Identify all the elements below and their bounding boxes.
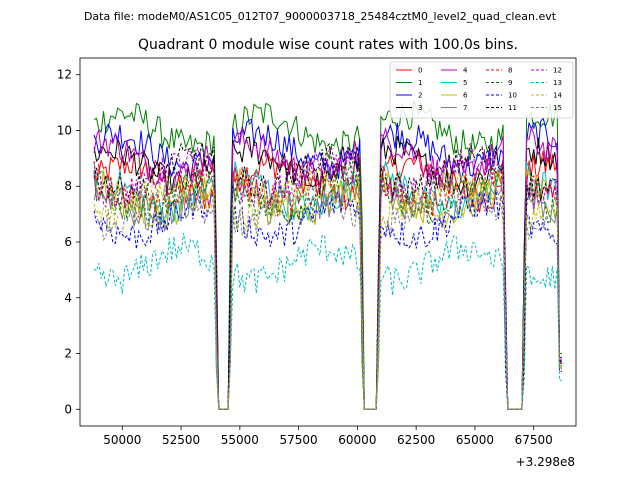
series-line-15 (93, 176, 562, 410)
legend-label-9: 9 (508, 79, 512, 87)
legend-box (389, 61, 574, 119)
x-tick-label: 50000 (103, 433, 141, 447)
legend-label-1: 1 (418, 79, 422, 87)
legend-label-2: 2 (418, 92, 422, 100)
x-axis: 50000 52500 55000 57500 60000 62500 65000 67500 (103, 426, 553, 447)
y-tick-label: 4 (64, 291, 72, 305)
series-line-13 (93, 233, 562, 410)
y-tick-label: 12 (57, 68, 72, 82)
legend-label-4: 4 (463, 67, 468, 75)
legend-label-5: 5 (463, 79, 467, 87)
legend-label-13: 13 (553, 79, 562, 87)
chart-title: Quadrant 0 module wise count rates with … (138, 37, 518, 53)
legend-label-3: 3 (418, 104, 422, 112)
x-tick-label: 57500 (280, 433, 318, 447)
x-offset-label: +3.298e8 (516, 455, 575, 469)
x-tick-label: 67500 (515, 433, 553, 447)
y-axis: 0 2 4 6 8 10 12 (57, 68, 80, 416)
series-line-12 (93, 146, 562, 410)
x-tick-label: 55000 (221, 433, 259, 447)
legend-label-6: 6 (463, 92, 468, 100)
legend-label-0: 0 (418, 67, 422, 75)
x-tick-label: 60000 (338, 433, 376, 447)
x-tick-label: 52500 (162, 433, 200, 447)
plot-area (93, 100, 562, 410)
legend-label-8: 8 (508, 67, 512, 75)
legend-label-10: 10 (508, 92, 517, 100)
series-line-8 (93, 153, 562, 410)
legend-label-7: 7 (463, 104, 467, 112)
legend-label-11: 11 (508, 104, 517, 112)
y-tick-label: 2 (64, 347, 72, 361)
y-tick-label: 6 (64, 235, 72, 249)
x-tick-label: 62500 (397, 433, 435, 447)
series-line-9 (93, 161, 562, 410)
y-tick-label: 10 (57, 123, 72, 137)
x-tick-label: 65000 (456, 433, 494, 447)
y-tick-label: 0 (64, 402, 72, 416)
series-line-10 (93, 189, 562, 410)
legend-label-12: 12 (553, 67, 562, 75)
legend-label-15: 15 (553, 104, 562, 112)
series-line-14 (93, 168, 562, 410)
legend-label-14: 14 (553, 92, 562, 100)
y-tick-label: 8 (64, 179, 72, 193)
chart-suptitle: Data file: modeM0/AS1C05_012T07_90000037… (84, 10, 557, 23)
